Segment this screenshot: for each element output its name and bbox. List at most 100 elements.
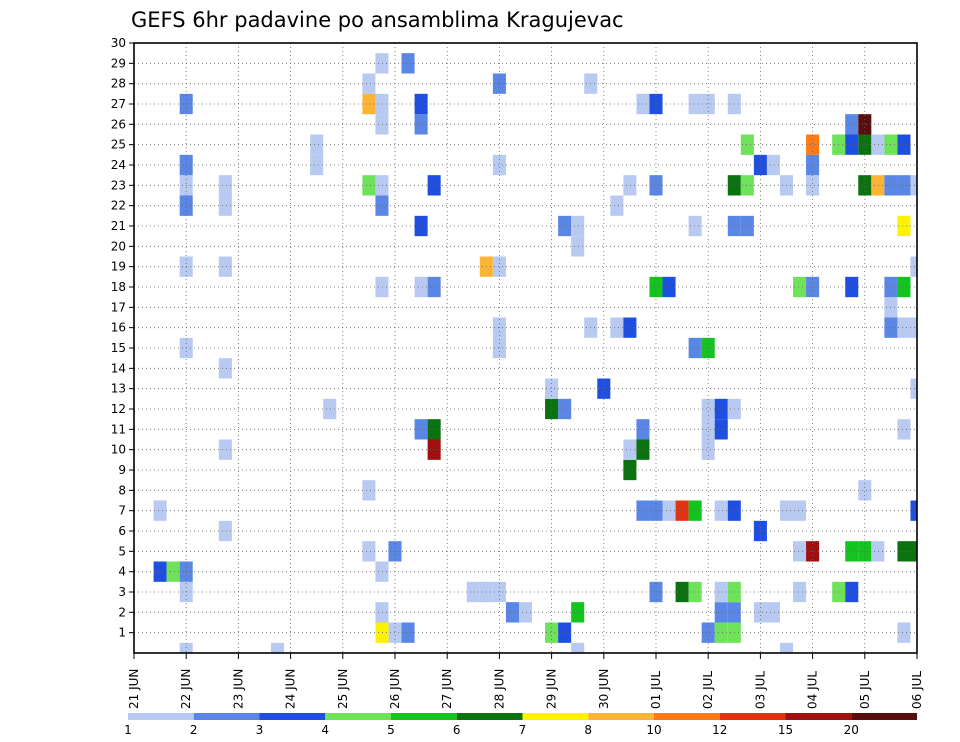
heat-cell	[753, 154, 767, 176]
heat-cell	[871, 134, 885, 155]
heat-cell	[310, 134, 324, 155]
y-tick-label: 5	[118, 544, 126, 558]
heat-cell	[401, 53, 415, 74]
heat-cell	[766, 154, 780, 176]
heat-cell	[492, 256, 506, 277]
y-tick-label: 15	[111, 341, 126, 355]
heat-cell	[153, 500, 167, 521]
colorbar-label: 20	[844, 723, 859, 737]
heat-cell	[218, 256, 232, 277]
heat-cell	[414, 114, 428, 135]
y-tick-label: 24	[111, 158, 126, 172]
colorbar-label: 8	[584, 723, 592, 737]
heat-cell	[375, 276, 389, 298]
x-tick-label: 26 JUN	[388, 669, 402, 709]
y-tick-label: 17	[111, 300, 126, 314]
heat-cell	[910, 541, 917, 562]
heat-cell	[166, 561, 180, 582]
x-tick-label: 22 JUN	[179, 669, 193, 709]
y-tick-label: 13	[111, 382, 126, 396]
heat-cell	[571, 215, 585, 237]
heat-cell	[714, 602, 728, 623]
colorbar-swatch	[259, 713, 326, 720]
heat-cell	[518, 602, 533, 623]
colorbar-label: 2	[190, 723, 198, 737]
heat-cell	[558, 215, 572, 237]
y-tick-label: 10	[111, 443, 126, 457]
heat-cell	[910, 378, 917, 399]
heat-cell	[897, 134, 911, 155]
heat-cell	[766, 602, 780, 623]
y-tick-label: 14	[111, 361, 126, 375]
heat-cell	[401, 622, 415, 643]
colorbar-swatch	[325, 713, 391, 720]
y-tick-label: 8	[118, 483, 126, 497]
heat-cell	[779, 642, 794, 653]
x-tick-label: 05 JUL	[858, 671, 872, 709]
heat-cell	[362, 93, 376, 115]
colorbar-label: 10	[646, 723, 661, 737]
heat-cell	[623, 439, 637, 460]
heat-cell	[740, 175, 754, 196]
y-tick-label: 27	[111, 97, 126, 111]
y-tick-label: 16	[111, 321, 126, 335]
heat-cell	[571, 236, 585, 257]
heat-cell	[558, 398, 572, 420]
colorbar-swatch	[193, 713, 260, 720]
colorbar-swatch	[851, 713, 917, 720]
heat-cell	[806, 175, 820, 196]
heat-cell	[806, 134, 820, 155]
heat-cell	[375, 175, 389, 196]
heat-cell	[558, 622, 572, 643]
heat-cell	[362, 480, 376, 501]
x-axis: 21 JUN 22 JUN 23 JUN 24 JUN 25 JUN 26 JUN 27 J…	[127, 653, 924, 709]
colorbar-label: 6	[453, 723, 461, 737]
heat-cell	[806, 154, 820, 176]
heat-cell	[714, 500, 728, 521]
heat-cell	[610, 317, 624, 338]
heat-cell	[362, 73, 376, 94]
colorbar-swatch	[128, 713, 194, 720]
heat-cell	[545, 622, 559, 643]
heat-cell	[910, 256, 917, 277]
y-tick-label: 19	[111, 260, 126, 274]
colorbar-label: 4	[321, 723, 329, 737]
y-tick-label: 22	[111, 199, 126, 213]
heat-cell	[793, 581, 807, 603]
colorbar-label: 1	[124, 723, 132, 737]
heat-cell	[375, 195, 389, 216]
heat-cell	[505, 602, 519, 623]
heat-cell	[897, 419, 911, 440]
heat-cell	[688, 215, 702, 237]
heat-cell	[897, 215, 911, 237]
colorbar-swatch	[522, 713, 589, 720]
y-tick-label: 18	[111, 280, 126, 294]
y-tick-label: 12	[111, 402, 126, 416]
heat-cell	[688, 337, 702, 359]
colorbar-swatch	[588, 713, 654, 720]
heat-cell	[701, 439, 715, 460]
heat-cell	[466, 581, 480, 603]
colorbar: 1 2 3 4 5 6 7 8 10 12 15 20	[124, 713, 917, 737]
heat-cell	[662, 500, 676, 521]
heat-cell	[845, 114, 859, 135]
heat-cell	[375, 114, 389, 135]
heat-cell	[701, 622, 715, 643]
colorbar-swatch	[654, 713, 720, 720]
colorbar-swatch	[719, 713, 786, 720]
heat-cell	[845, 541, 859, 562]
heat-cell	[897, 317, 911, 338]
heat-cell	[414, 419, 428, 440]
heat-cell	[571, 602, 585, 623]
heat-cell	[492, 154, 506, 176]
heat-cell	[218, 520, 232, 542]
heat-cell	[218, 439, 232, 460]
heat-cell	[793, 541, 807, 562]
heat-cell	[714, 581, 728, 603]
y-axis: 1234567891011121314151617181920212223242…	[111, 36, 134, 640]
colorbar-label: 15	[778, 723, 793, 737]
y-tick-label: 23	[111, 178, 126, 192]
x-tick-label: 04 JUL	[806, 671, 820, 709]
heat-cell	[375, 93, 389, 115]
heat-cell	[623, 317, 637, 338]
